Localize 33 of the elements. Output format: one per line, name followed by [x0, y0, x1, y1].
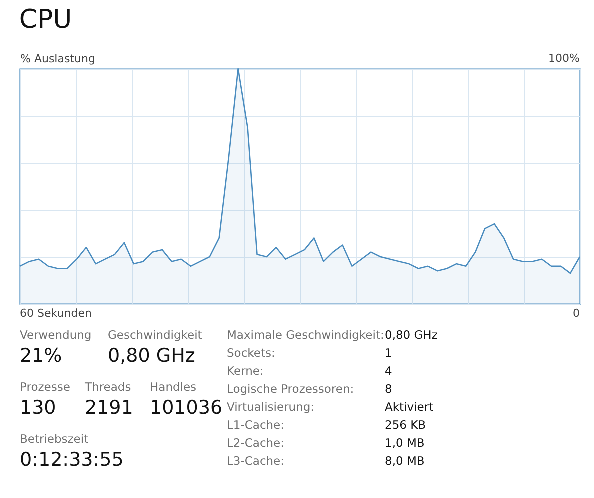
- text: Betriebszeit: [20, 432, 90, 446]
- text: Logische Prozessoren:: [227, 382, 354, 396]
- y-axis-title: % Auslastung: [20, 52, 96, 66]
- text: Threads: [85, 380, 132, 394]
- text: Aktiviert: [385, 400, 434, 414]
- text: 100%: [548, 52, 580, 65]
- text: 0:12:33:55: [20, 449, 124, 471]
- text: L1-Cache:: [227, 418, 285, 432]
- text: 1,0 MB: [385, 436, 425, 450]
- text: 21%: [20, 345, 64, 367]
- text: 60 Sekunden: [20, 307, 92, 320]
- text: 4: [385, 364, 392, 378]
- text: Verwendung: [20, 328, 92, 342]
- text: 130: [20, 397, 58, 419]
- text: Virtualisierung:: [227, 400, 315, 414]
- text: 0,80 GHz: [385, 328, 438, 342]
- text: 8,0 MB: [385, 454, 425, 468]
- text: L3-Cache:: [227, 454, 285, 468]
- text: 2191: [85, 397, 134, 419]
- text: 101036: [150, 397, 223, 419]
- text: 256 KB: [385, 418, 426, 432]
- text: Sockets:: [227, 346, 276, 360]
- chart-title: CPU: [19, 5, 72, 35]
- text: L2-Cache:: [227, 436, 285, 450]
- text: Geschwindigkeit: [108, 328, 202, 342]
- text: 0,80 GHz: [108, 345, 196, 367]
- text: Handles: [150, 380, 198, 394]
- text: 0: [573, 307, 580, 320]
- text: Kerne:: [227, 364, 264, 378]
- text: Maximale Geschwindigkeit:: [227, 328, 384, 342]
- text: 8: [385, 382, 392, 396]
- text: Prozesse: [20, 380, 70, 394]
- text: 1: [385, 346, 392, 360]
